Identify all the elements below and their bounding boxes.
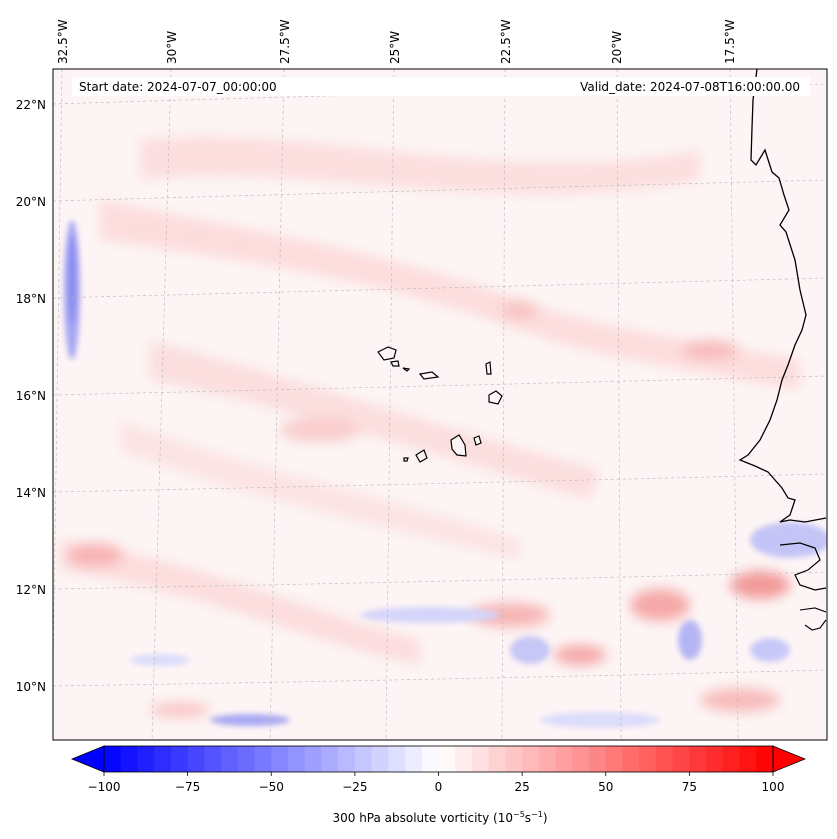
colorbar-segment [505, 746, 523, 772]
colorbar-max-extend [772, 745, 807, 773]
colorbar-label-close: ) [543, 811, 548, 825]
colorbar-tick-label: −50 [259, 780, 284, 794]
gambia-guinea-coastline [779, 542, 827, 591]
lat-label-20n: 20°N [16, 195, 46, 209]
colorbar-ticks: −100 −75 −50 −25 0 25 50 75 100 [88, 772, 785, 794]
colorbar-segment [488, 746, 507, 772]
colorbar-segment [538, 746, 557, 772]
colorbar-segment [405, 746, 423, 772]
colorbar-tick-label: −75 [175, 780, 200, 794]
lon-label-27-5w: 27.5°W [278, 19, 292, 64]
colorbar-tick-label: 75 [682, 780, 697, 794]
lat-label-10n: 10°N [16, 680, 46, 694]
island-fogo [415, 449, 428, 463]
lat-label-16n: 16°N [16, 389, 46, 403]
colorbar-label-exponent-1: −5 [513, 810, 525, 819]
island-brava [403, 457, 409, 462]
negative-vorticity-areas [64, 220, 827, 728]
colorbar-segment [204, 746, 222, 772]
lat-label-12n: 12°N [16, 583, 46, 597]
colorbar-segment [304, 746, 323, 772]
lon-label-32-5w: 32.5°W [56, 19, 70, 64]
colorbar-label-exponent-2: −1 [531, 810, 543, 819]
lon-label-25w: 25°W [388, 31, 402, 64]
colorbar-segment [321, 746, 339, 772]
latitude-labels: 22°N 20°N 18°N 16°N 14°N 12°N 10°N [16, 98, 46, 694]
map-frame [52, 68, 828, 741]
colorbar [70, 745, 807, 773]
colorbar-segment [622, 746, 640, 772]
lon-label-30w: 30°W [165, 31, 179, 64]
colorbar-segment [154, 746, 172, 772]
longitude-labels: 32.5°W 30°W 27.5°W 25°W 22.5°W 20°W 17.5… [56, 19, 737, 64]
colorbar-segment [739, 746, 757, 772]
colorbar-segment [354, 746, 373, 772]
island-santo-antao [377, 346, 397, 361]
positive-vorticity-areas [60, 136, 800, 718]
lon-label-22-5w: 22.5°W [499, 19, 513, 64]
colorbar-segment [170, 746, 189, 772]
colorbar-segment [706, 746, 724, 772]
colorbar-segment [137, 746, 155, 772]
colorbar-segment [388, 746, 406, 772]
colorbar-segment [237, 746, 256, 772]
colorbar-segment [254, 746, 272, 772]
island-santiago [450, 434, 467, 457]
lat-label-18n: 18°N [16, 292, 46, 306]
colorbar-tick-label: 0 [435, 780, 443, 794]
lon-label-20w: 20°W [610, 31, 624, 64]
colorbar-segment [689, 746, 707, 772]
colorbar-segment [371, 746, 389, 772]
colorbar-segment [471, 746, 490, 772]
map-panel: Start date: 2024-07-07_00:00:00 Valid_da… [53, 69, 827, 740]
valid-date-label: Valid_date: 2024-07-08T16:00:00.00 [580, 80, 800, 94]
colorbar-segment [120, 746, 139, 772]
colorbar-label-text: 300 hPa absolute vorticity (10 [332, 811, 513, 825]
colorbar-segment [522, 746, 540, 772]
colorbar-tick-label: −25 [342, 780, 367, 794]
colorbar-segment [672, 746, 690, 772]
island-boa-vista [488, 390, 503, 405]
colorbar-label: 300 hPa absolute vorticity (10−5s−1) [332, 810, 547, 825]
colorbar-segment [572, 746, 590, 772]
island-sao-vicente [390, 360, 400, 367]
colorbar-tick-label: 100 [762, 780, 785, 794]
colorbar-segment [756, 746, 774, 772]
colorbar-label-unit-s: s [525, 811, 531, 825]
colorbar-segment [655, 746, 674, 772]
colorbar-segment [455, 746, 473, 772]
island-maio [473, 435, 482, 446]
colorbar-segment [221, 746, 239, 772]
island-santa-luzia [402, 367, 411, 372]
africa-coastline [738, 69, 827, 523]
colorbar-tick-label: 50 [598, 780, 613, 794]
colorbar-segment [104, 746, 122, 772]
start-date-label: Start date: 2024-07-07_00:00:00 [79, 80, 277, 94]
island-sao-nicolau [418, 371, 440, 380]
colorbar-segment [421, 746, 440, 772]
colorbar-segment [555, 746, 573, 772]
colorbar-tick-label: −100 [88, 780, 121, 794]
colorbar-segment [605, 746, 624, 772]
colorbar-segment [338, 746, 356, 772]
colorbar-segment [722, 746, 741, 772]
colorbar-min-extend [70, 745, 105, 773]
colorbar-segment [287, 746, 306, 772]
lon-label-17-5w: 17.5°W [723, 19, 737, 64]
cape-verde-islands [377, 346, 503, 463]
lat-label-14n: 14°N [16, 486, 46, 500]
date-banner [72, 77, 810, 96]
graticule [53, 69, 827, 740]
island-sal [485, 361, 492, 375]
lat-label-22n: 22°N [16, 98, 46, 112]
colorbar-tick-label: 25 [514, 780, 529, 794]
guinea-bissau-coast [799, 607, 827, 631]
colorbar-segment [589, 746, 607, 772]
colorbar-segment [639, 746, 657, 772]
colorbar-segment [438, 746, 456, 772]
colorbar-segment [271, 746, 289, 772]
colorbar-segment [187, 746, 205, 772]
